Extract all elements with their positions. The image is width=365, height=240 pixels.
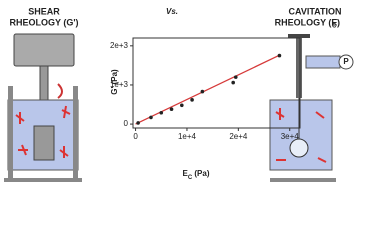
data-point [180,103,184,108]
cavitation-diagram [269,34,354,182]
data-point [200,89,205,94]
left-title: RHEOLOGY (G') [10,17,79,27]
y-tick-label: 1e+3 [110,80,129,89]
fit-line [135,54,280,125]
x-tick-label: 2e+4 [229,132,248,141]
data-point [233,75,238,79]
data-point [169,107,174,112]
data-point [159,110,164,115]
figure: SHEAR RHEOLOGY (G') Vs. CAVITATION RHEOL… [4,6,354,182]
x-tick-label: 3e+4 [281,132,300,141]
right-title: CAVITATION [289,6,342,16]
y-tick-label: 2e+3 [110,41,129,50]
x-axis-label: EC (Pa) [182,169,209,180]
x-tick-label: 1e+4 [178,132,197,141]
data-point [149,115,153,120]
right-title: ) [337,17,340,27]
y-axis-label: G' (Pa) [110,69,119,95]
data-point [277,53,282,58]
shear-diagram [4,33,82,182]
x-axis-label-main: E [182,169,188,178]
data-point [190,98,194,102]
right-title-sub: C [332,24,337,30]
left-title: SHEAR [28,6,60,16]
right-title: RHEOLOGY (E [275,17,338,27]
x-axis-label-unit: (Pa) [192,169,210,178]
vs-label: Vs. [166,7,178,16]
x-axis-label-sub: C [188,175,193,181]
plot-frame [132,37,301,129]
pressure-label: P [343,57,349,66]
data-point [231,80,235,85]
y-tick-label: 0 [124,119,129,128]
data-point [136,121,140,125]
x-tick-label: 0 [133,132,138,141]
